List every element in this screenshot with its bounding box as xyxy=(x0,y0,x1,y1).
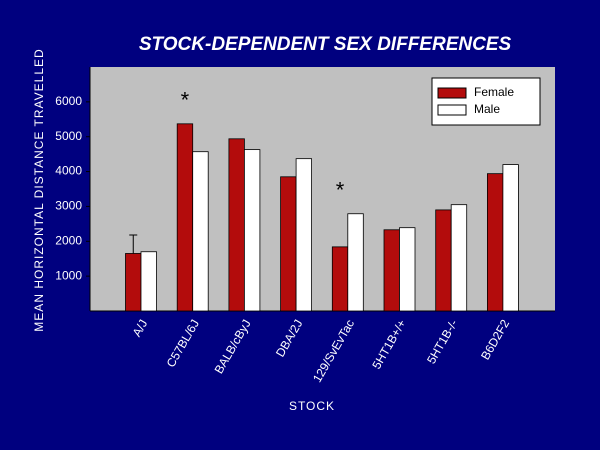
bar xyxy=(243,149,261,312)
y-tick-label: 3000 xyxy=(55,199,82,213)
legend-label: Female xyxy=(474,85,514,99)
y-tick-label: 2000 xyxy=(55,233,82,247)
legend-swatch xyxy=(437,87,467,99)
bar xyxy=(435,209,452,312)
chart-title: STOCK-DEPENDENT SEX DIFFERENCES xyxy=(139,34,512,55)
bar xyxy=(399,227,416,312)
bar xyxy=(140,251,157,312)
x-axis-label: STOCK xyxy=(289,399,335,413)
bar xyxy=(192,151,209,312)
bar xyxy=(502,164,519,312)
legend-box xyxy=(431,77,541,126)
bar xyxy=(486,173,504,312)
bar xyxy=(295,158,313,312)
bar xyxy=(125,253,142,312)
y-axis-label: MEAN HORIZONTAL DISTANCE TRAVELLED xyxy=(32,48,46,331)
bar xyxy=(347,213,364,312)
bar xyxy=(280,176,297,312)
legend-label: Male xyxy=(474,102,500,116)
annotation: * xyxy=(181,88,190,113)
y-tick-label: 6000 xyxy=(55,94,82,108)
y-tick-label: 4000 xyxy=(55,164,82,178)
annotation: * xyxy=(336,178,345,203)
bar xyxy=(176,123,194,312)
bar xyxy=(383,229,400,312)
bar xyxy=(450,204,468,312)
bar xyxy=(228,138,245,312)
legend-swatch xyxy=(437,104,467,116)
y-tick-label: 5000 xyxy=(55,129,82,143)
bar xyxy=(331,246,349,312)
y-tick-label: 1000 xyxy=(55,268,82,282)
